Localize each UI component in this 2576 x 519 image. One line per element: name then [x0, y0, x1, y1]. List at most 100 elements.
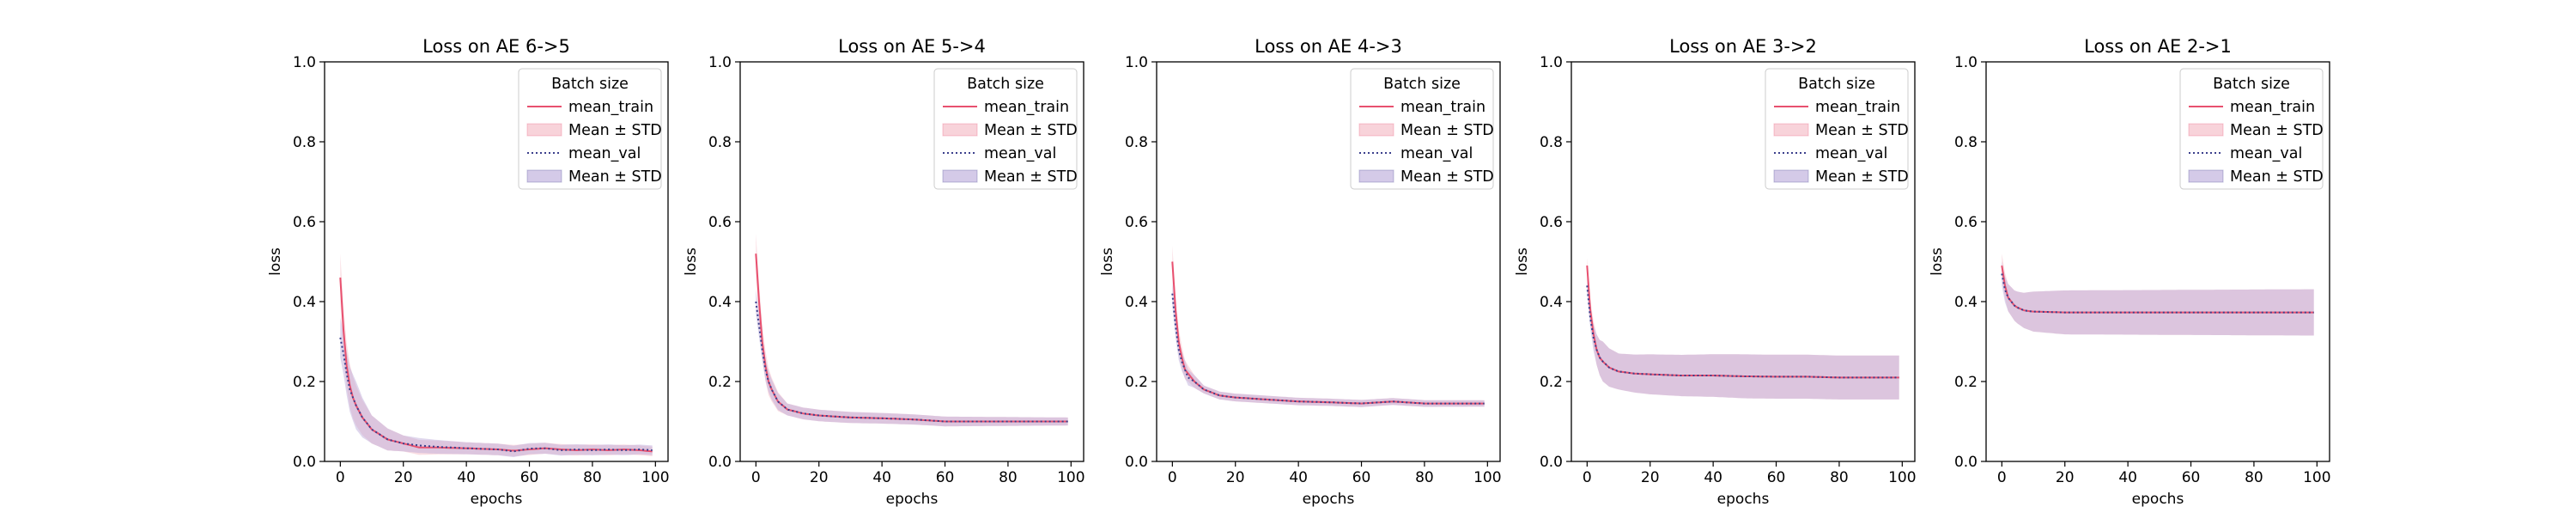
y-tick-label: 1.0	[1125, 54, 1148, 71]
series-line-mean_val	[339, 337, 653, 453]
legend-handle-val-band	[526, 169, 562, 183]
x-tick-label: 100	[1888, 469, 1916, 486]
x-tick-label: 80	[583, 469, 602, 486]
plot-area	[339, 253, 653, 457]
legend-entry-label: Mean ± STD	[1400, 122, 1494, 139]
legend-box	[2179, 68, 2324, 190]
x-tick-label: 0	[336, 469, 345, 486]
legend-title: Batch size	[1383, 76, 1461, 93]
x-axis-label: epochs	[886, 491, 939, 508]
y-tick-label: 0.2	[1540, 374, 1563, 391]
y-tick-label: 0.6	[1125, 214, 1148, 231]
x-tick-label: 40	[2118, 469, 2137, 486]
x-tick-label: 0	[1168, 469, 1177, 486]
legend-entry-label: mean_val	[568, 145, 641, 162]
y-tick-label: 0.6	[1540, 214, 1563, 231]
series-line-mean_train	[339, 278, 653, 453]
legend-handle-val-band	[1773, 169, 1809, 183]
y-tick-label: 1.0	[1954, 54, 1978, 71]
subplot: 0 20 40 60 80 100 0.0 0.2 0.4 0.6 0.8 1.0 Loss on AE…	[1099, 36, 1502, 508]
x-axis-label: epochs	[1717, 491, 1770, 508]
legend-entry-label: Mean ± STD	[984, 168, 1078, 186]
legend-title: Batch size	[2213, 76, 2290, 93]
y-tick-label: 0.8	[1540, 134, 1563, 151]
y-tick-label: 0.4	[1125, 294, 1148, 311]
legend-entry-label: Mean ± STD	[568, 168, 662, 186]
legend-entry-label: mean_train	[1400, 99, 1485, 116]
legend: Batch size mean_train Mean ± STD mean_val Me…	[1350, 68, 1494, 190]
legend-entry-label: mean_val	[1400, 145, 1473, 162]
y-tick-label: 0.0	[1954, 454, 1978, 471]
x-tick-label: 0	[751, 469, 761, 486]
x-tick-label: 80	[999, 469, 1018, 486]
x-axis-label: epochs	[471, 491, 523, 508]
x-tick-label: 0	[1583, 469, 1592, 486]
y-tick-label: 0.8	[1954, 134, 1978, 151]
axes-frame	[1156, 61, 1501, 462]
legend-entry-label: Mean ± STD	[568, 122, 662, 139]
plot-area	[1171, 245, 1485, 407]
std-band-mean_train	[1172, 245, 1485, 407]
y-tick-label: 0.2	[708, 374, 732, 391]
legend-entry-label: mean_val	[2230, 145, 2302, 162]
legend-entry-label: Mean ± STD	[1400, 168, 1494, 186]
legend-title: Batch size	[551, 76, 629, 93]
std-band-mean_val	[2002, 261, 2314, 336]
legend-entry-label: mean_train	[1815, 99, 1900, 116]
y-tick-label: 0.2	[1954, 374, 1978, 391]
y-tick-label: 0.6	[1954, 214, 1978, 231]
y-tick-label: 0.0	[708, 454, 732, 471]
y-tick-label: 0.4	[1954, 294, 1978, 311]
y-axis-label: loss	[267, 247, 284, 276]
y-tick-label: 0.8	[708, 134, 732, 151]
x-tick-label: 40	[1289, 469, 1308, 486]
std-band-mean_train	[340, 253, 653, 457]
y-tick-label: 0.4	[293, 294, 316, 311]
legend-handle-train-band	[2188, 123, 2224, 137]
x-tick-label: 0	[1997, 469, 2007, 486]
y-axis-label: loss	[1929, 247, 1946, 276]
x-tick-label: 60	[520, 469, 539, 486]
x-tick-label: 20	[394, 469, 413, 486]
axes-frame	[739, 61, 1084, 462]
std-band-mean_train	[1587, 257, 1899, 400]
chart-title: Loss on AE 5->4	[838, 36, 986, 57]
x-tick-label: 20	[810, 469, 829, 486]
y-axis-label: loss	[683, 247, 700, 276]
x-axis-label: epochs	[1303, 491, 1355, 508]
y-tick-label: 1.0	[708, 54, 732, 71]
y-tick-label: 0.8	[293, 134, 316, 151]
x-tick-label: 80	[1415, 469, 1434, 486]
legend-handle-train-band	[1773, 123, 1809, 137]
legend-handle-val-band	[942, 169, 978, 183]
subplot: 0 20 40 60 80 100 0.0 0.2 0.4 0.6 0.8 1.0 Loss on AE…	[1929, 36, 2331, 508]
axes-frame	[324, 61, 669, 462]
x-tick-label: 80	[1830, 469, 1849, 486]
series-line-mean_train	[1171, 261, 1485, 405]
x-tick-label: 20	[1641, 469, 1660, 486]
x-tick-label: 60	[2182, 469, 2201, 486]
chart-title: Loss on AE 6->5	[422, 36, 570, 57]
std-band-mean_val	[756, 290, 1068, 427]
legend-entry-label: mean_train	[2230, 99, 2315, 116]
y-tick-label: 0.2	[293, 374, 316, 391]
y-tick-label: 0.0	[1540, 454, 1563, 471]
x-tick-label: 100	[2303, 469, 2330, 486]
x-tick-label: 40	[457, 469, 476, 486]
y-tick-label: 0.4	[1540, 294, 1563, 311]
series-line-mean_val	[1171, 293, 1485, 405]
std-band-mean_val	[340, 317, 653, 457]
x-tick-label: 100	[641, 469, 669, 486]
y-tick-label: 0.6	[293, 214, 316, 231]
legend-entry-label: Mean ± STD	[2230, 122, 2324, 139]
y-tick-label: 0.8	[1125, 134, 1148, 151]
x-tick-label: 40	[872, 469, 891, 486]
legend: Batch size mean_train Mean ± STD mean_val Me…	[933, 68, 1078, 190]
legend: Batch size mean_train Mean ± STD mean_val Me…	[1765, 68, 1909, 190]
axes-frame	[1571, 61, 1916, 462]
legend-title: Batch size	[1798, 76, 1875, 93]
x-tick-label: 60	[936, 469, 955, 486]
x-tick-label: 100	[1473, 469, 1501, 486]
y-tick-label: 1.0	[1540, 54, 1563, 71]
legend-entry-label: mean_train	[984, 99, 1069, 116]
